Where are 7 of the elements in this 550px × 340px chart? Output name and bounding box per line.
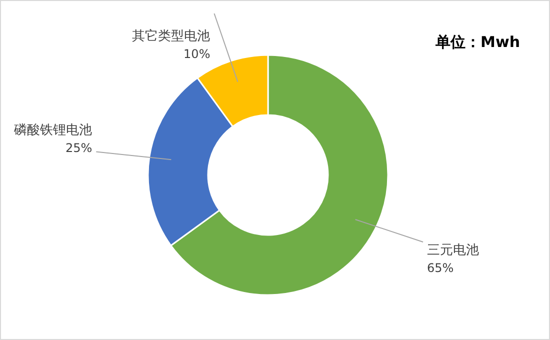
data-label: 10%: [184, 47, 210, 61]
slice-label: 其它类型电池: [132, 28, 210, 44]
data-label: 65%: [427, 260, 454, 275]
slice-label: 三元电池: [427, 242, 480, 258]
data-label: 25%: [65, 140, 92, 155]
text: 单位：Mwh: [434, 33, 520, 51]
slice-label: 磷酸铁锂电池: [13, 122, 92, 138]
